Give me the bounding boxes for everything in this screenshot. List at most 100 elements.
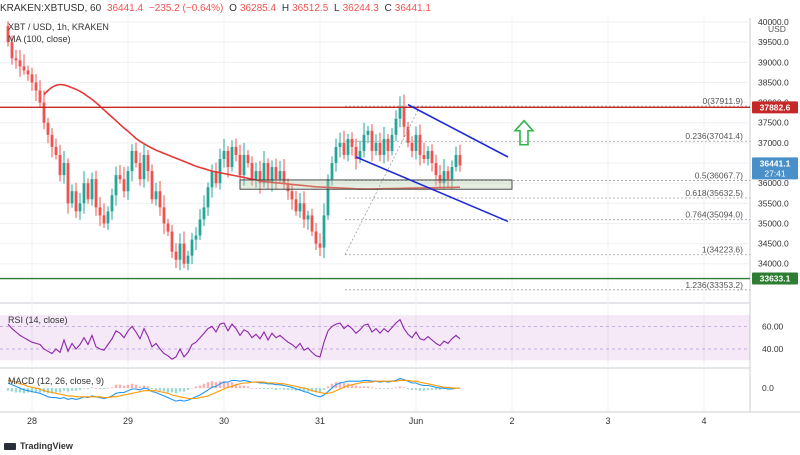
- candle-body: [310, 215, 314, 232]
- candle-body: [130, 150, 134, 172]
- candle-body: [46, 122, 50, 135]
- macd-histogram-bar: [310, 388, 314, 392]
- candle-body: [26, 70, 30, 75]
- candle-body: [286, 183, 290, 192]
- candle-body: [350, 138, 354, 147]
- candle-body: [38, 90, 42, 103]
- candle-body: [158, 191, 162, 208]
- candle-body: [434, 163, 438, 176]
- candle-body: [290, 191, 294, 200]
- candle-body: [454, 154, 458, 168]
- macd-histogram-bar: [6, 388, 10, 391]
- macd-histogram-bar: [74, 388, 78, 391]
- tradingview-logo[interactable]: TradingView: [4, 441, 73, 451]
- macd-histogram-bar: [426, 388, 430, 390]
- candle-body: [342, 142, 346, 155]
- candle-body: [374, 142, 378, 151]
- price-tick-label: 40000.0: [758, 17, 789, 27]
- macd-histogram-bar: [386, 388, 390, 389]
- candle-body: [62, 163, 66, 176]
- candle-body: [142, 154, 146, 180]
- candle-body: [230, 146, 234, 168]
- macd-histogram-bar: [430, 388, 434, 390]
- macd-histogram-bar: [338, 382, 342, 389]
- candle-body: [218, 159, 222, 184]
- macd-histogram-bar: [154, 388, 158, 390]
- candle-body: [366, 130, 370, 135]
- price-tick-label: 36000.0: [758, 178, 789, 188]
- candle-body: [206, 187, 210, 208]
- macd-histogram-bar: [266, 388, 270, 389]
- macd-histogram-bar: [262, 388, 266, 389]
- low-value: 36244.3: [342, 3, 379, 14]
- symbol-title[interactable]: KRAKEN:XBTUSD, 60: [0, 3, 102, 14]
- pane-legend-ma: MA (100, close): [8, 34, 71, 44]
- macd-histogram-bar: [178, 388, 182, 392]
- macd-histogram-bar: [146, 386, 150, 389]
- candle-body: [446, 171, 450, 180]
- candle-body: [442, 171, 446, 184]
- macd-histogram-bar: [342, 382, 346, 389]
- macd-histogram-bar: [226, 382, 230, 389]
- candle-body: [94, 179, 98, 208]
- channel-upper-line[interactable]: [407, 103, 509, 158]
- candle-body: [458, 154, 462, 166]
- macd-histogram-bar: [250, 388, 254, 389]
- candle-body: [302, 203, 306, 220]
- macd-histogram-bar: [130, 383, 134, 389]
- candle-body: [34, 82, 38, 91]
- candle-body: [438, 175, 442, 184]
- macd-histogram-bar: [390, 388, 394, 389]
- candle-body: [54, 146, 58, 155]
- candle-body: [150, 171, 154, 200]
- candle-body: [42, 102, 46, 123]
- current-price-tag: 36441.1: [760, 158, 791, 168]
- candle-body: [370, 130, 374, 151]
- macd-histogram-bar: [10, 388, 14, 392]
- time-tick-label: 30: [219, 416, 229, 426]
- last-price: 36441.4: [106, 3, 144, 14]
- macd-histogram-bar: [150, 388, 154, 389]
- candle-body: [134, 150, 138, 164]
- macd-histogram-bar: [38, 388, 42, 393]
- macd-histogram-bar: [142, 385, 146, 389]
- support-price-tag-bg: [752, 272, 798, 285]
- fib-level-label: 0.764(35094.0): [685, 210, 743, 220]
- time-tick-label: 31: [315, 416, 325, 426]
- macd-histogram-bar: [202, 383, 206, 389]
- candle-body: [126, 171, 130, 192]
- macd-histogram-bar: [418, 388, 422, 391]
- macd-histogram-bar: [274, 388, 278, 390]
- macd-histogram-bar: [326, 386, 330, 389]
- candle-body: [282, 171, 286, 184]
- candle-body: [174, 251, 178, 260]
- macd-histogram-bar: [126, 384, 130, 389]
- candle-body: [90, 179, 94, 200]
- candle-body: [18, 60, 22, 67]
- pane-legend-pair: XBT / USD, 1h, KRAKEN: [8, 22, 109, 32]
- candle-body: [214, 171, 218, 184]
- candle-body: [354, 146, 358, 159]
- time-tick-label: 3: [605, 416, 610, 426]
- candle-body: [170, 231, 174, 252]
- candle-body: [262, 163, 266, 184]
- candle-body: [238, 154, 242, 176]
- macd-histogram-bar: [350, 384, 354, 389]
- support-zone-box[interactable]: [239, 179, 513, 190]
- candle-body: [98, 207, 102, 216]
- candle-body: [246, 154, 250, 164]
- resistance-price-tag-bg: [752, 101, 798, 114]
- macd-histogram-bar: [190, 388, 194, 389]
- candle-body: [250, 163, 254, 180]
- channel-lower-line[interactable]: [355, 156, 509, 223]
- candle-body: [326, 179, 330, 216]
- macd-histogram-bar: [282, 388, 286, 390]
- low-label: L: [334, 3, 340, 14]
- macd-histogram-bar: [410, 388, 414, 390]
- macd-histogram-bar: [382, 388, 386, 389]
- candle-body: [138, 163, 142, 180]
- macd-histogram-bar: [330, 383, 334, 389]
- candle-body: [398, 106, 402, 119]
